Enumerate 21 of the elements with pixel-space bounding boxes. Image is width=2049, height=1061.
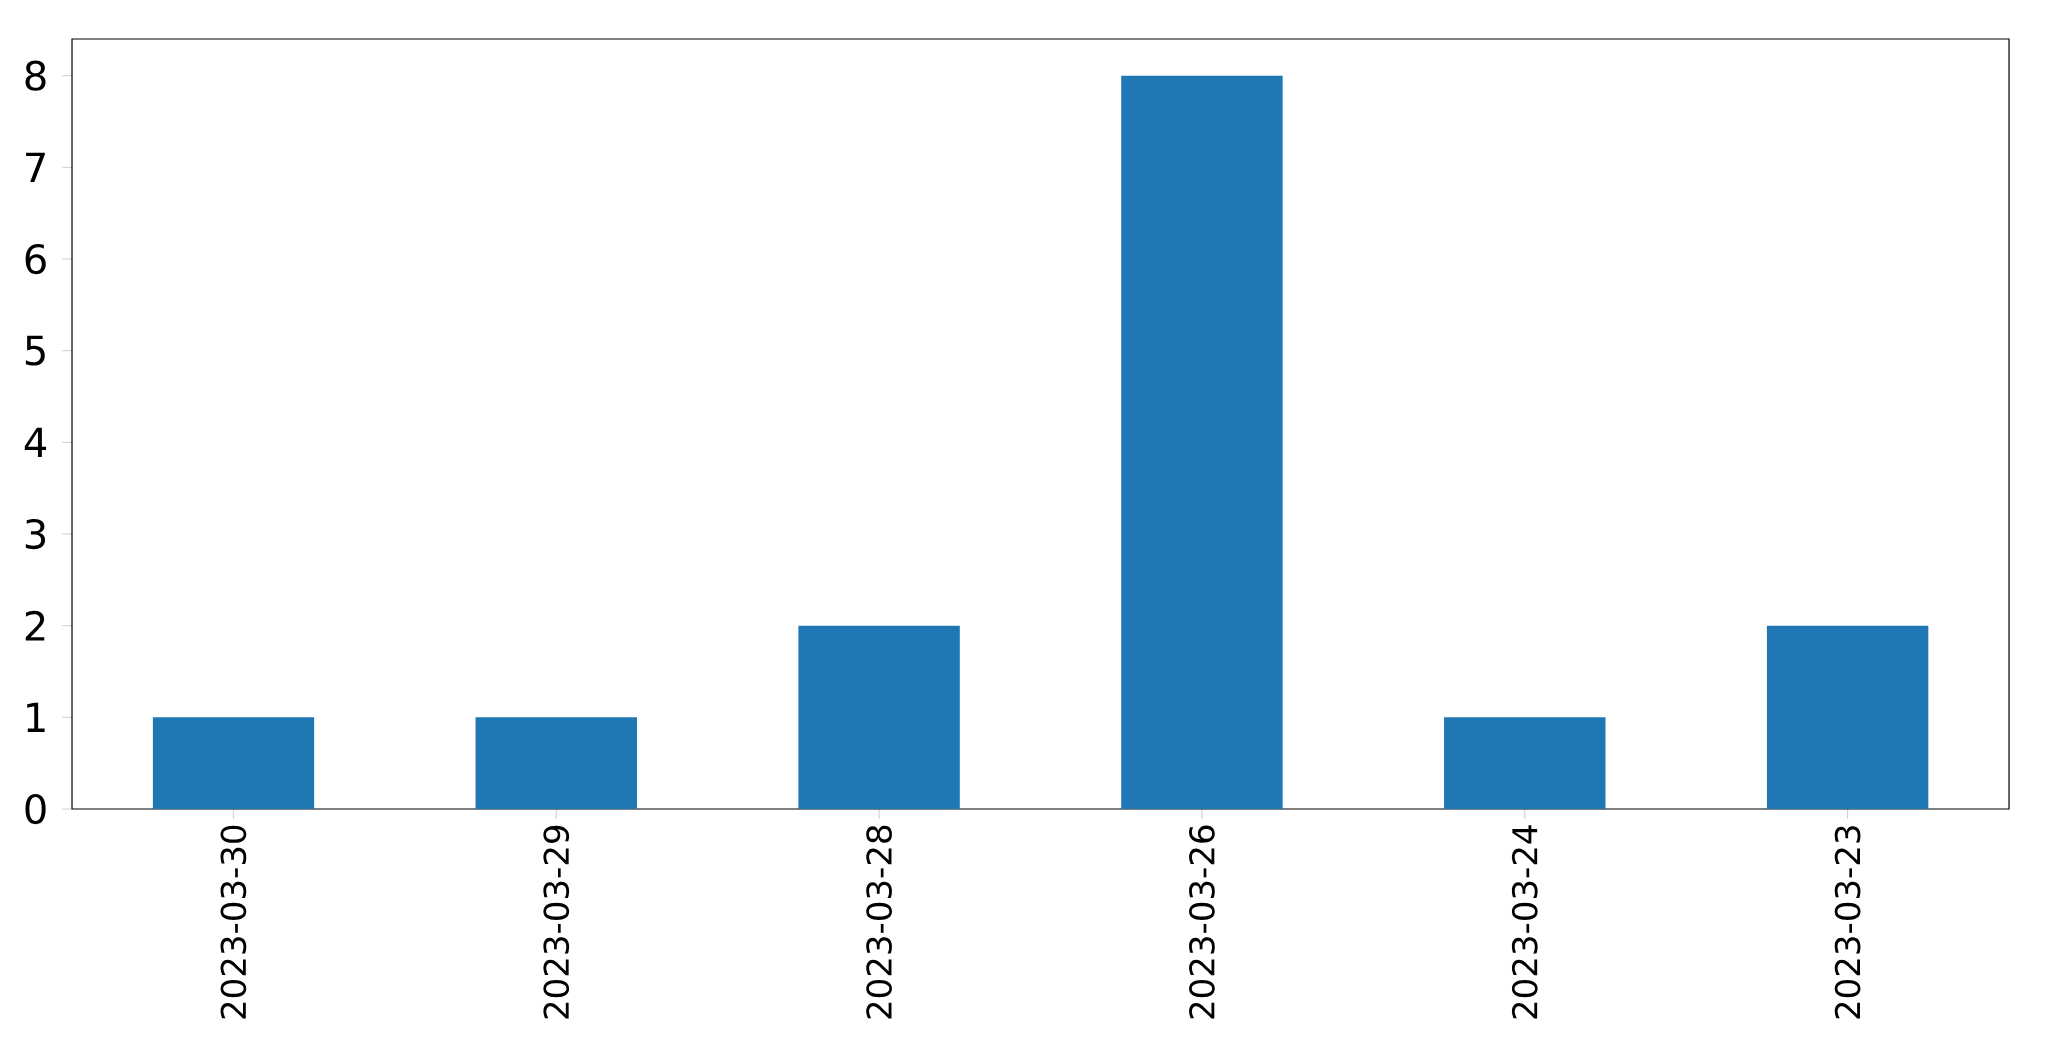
y-tick-label: 4	[24, 427, 47, 457]
y-tick-label: 3	[25, 518, 46, 550]
x-tick-label: 2023-03-26	[1189, 825, 1215, 1019]
y-tick-label: 6	[25, 243, 46, 275]
x-tick-label: 2023-03-30	[220, 825, 247, 1019]
x-tick-label: 2023-03-28	[866, 825, 892, 1019]
bar	[798, 625, 960, 809]
y-tick-label: 5	[25, 335, 45, 366]
y-tick-label: 7	[26, 152, 45, 182]
y-tick-label: 1	[27, 702, 45, 732]
y-tick-label: 2	[25, 610, 45, 641]
bar	[1121, 75, 1283, 809]
x-tick-label: 2023-03-23	[1834, 826, 1861, 1019]
bar	[1766, 625, 1929, 809]
bar	[152, 717, 315, 809]
bar	[1444, 717, 1606, 809]
y-tick-label: 8	[25, 60, 46, 91]
y-tick-label: 0	[25, 793, 46, 825]
x-tick-label: 2023-03-29	[543, 825, 570, 1019]
x-tick-label: 2023-03-24	[1511, 825, 1538, 1019]
bar	[475, 717, 637, 809]
